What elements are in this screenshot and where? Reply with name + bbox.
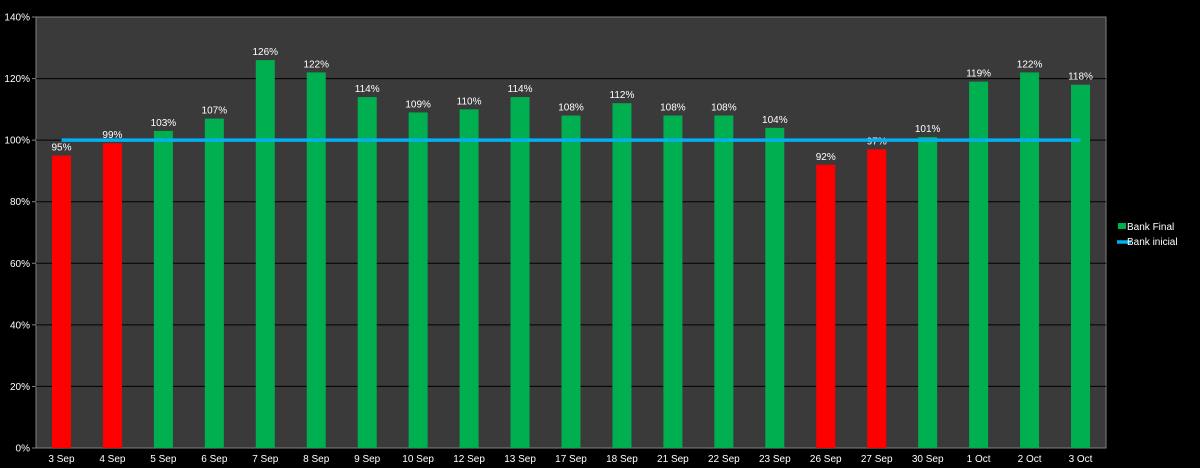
bar	[102, 143, 122, 448]
x-tick-label: 12 Sep	[453, 454, 485, 465]
bars	[51, 60, 1091, 449]
x-tick-label: 21 Sep	[657, 454, 689, 465]
data-label: 114%	[508, 84, 533, 95]
data-label: 99%	[102, 130, 122, 141]
bar	[459, 109, 479, 448]
x-tick-label: 1 Oct	[967, 454, 991, 465]
x-tick-label: 23 Sep	[759, 454, 791, 465]
data-label: 126%	[252, 47, 278, 58]
bar	[1020, 72, 1040, 449]
y-tick-label: 100%	[4, 136, 30, 147]
bar	[561, 115, 581, 448]
legend-label-bank-final: Bank Final	[1127, 222, 1174, 233]
x-axis: 3 Sep 4 Sep 5 Sep 6 Sep 7 Sep 8 Sep 9 Sep 10 Se…	[48, 454, 1092, 465]
legend: Bank Final Bank inicial	[1117, 222, 1178, 248]
data-label: 108%	[558, 103, 584, 114]
y-tick-label: 140%	[4, 13, 30, 24]
data-label: 103%	[151, 118, 177, 129]
bar	[765, 127, 785, 448]
x-tick-label: 10 Sep	[402, 454, 434, 465]
data-label: 114%	[355, 84, 380, 95]
legend-swatch-bank-final	[1118, 223, 1126, 229]
bar	[153, 130, 173, 448]
x-tick-label: 3 Oct	[1069, 454, 1093, 465]
data-label: 101%	[915, 124, 941, 135]
x-tick-label: 18 Sep	[606, 454, 638, 465]
bar	[816, 164, 836, 448]
bar	[357, 97, 377, 449]
data-label: 108%	[711, 103, 737, 114]
data-label: 110%	[457, 96, 482, 107]
data-labels: 95% 99% 103% 107% 126% 122% 114% 109% 110% 114% 10…	[51, 47, 1093, 163]
bar	[1071, 84, 1091, 448]
x-tick-label: 17 Sep	[555, 454, 587, 465]
x-tick-label: 2 Oct	[1018, 454, 1042, 465]
bar	[918, 137, 938, 449]
data-label: 122%	[1017, 59, 1043, 70]
y-tick-label: 80%	[10, 197, 30, 208]
legend-label-bank-inicial: Bank inicial	[1127, 237, 1178, 248]
x-tick-label: 6 Sep	[201, 454, 228, 465]
y-axis: 0% 20% 40% 60% 80% 100% 120% 140%	[4, 13, 36, 455]
data-label: 108%	[660, 103, 686, 114]
y-tick-label: 0%	[16, 444, 31, 455]
bar	[408, 112, 428, 448]
y-tick-label: 20%	[10, 382, 30, 393]
x-tick-label: 13 Sep	[504, 454, 536, 465]
x-tick-label: 3 Sep	[48, 454, 75, 465]
data-label: 118%	[1068, 72, 1093, 83]
data-label: 107%	[202, 106, 228, 117]
bar	[510, 97, 530, 449]
data-label: 119%	[966, 69, 991, 80]
bar	[51, 155, 71, 449]
data-label: 92%	[816, 152, 836, 163]
data-label: 104%	[762, 115, 788, 126]
y-tick-label: 40%	[10, 320, 30, 331]
data-label: 122%	[303, 59, 329, 70]
bar	[204, 118, 224, 448]
x-tick-label: 22 Sep	[708, 454, 740, 465]
x-tick-label: 7 Sep	[252, 454, 279, 465]
bar	[867, 149, 887, 448]
x-tick-label: 5 Sep	[150, 454, 177, 465]
x-tick-label: 26 Sep	[810, 454, 842, 465]
y-tick-label: 60%	[10, 259, 30, 270]
x-tick-label: 4 Sep	[99, 454, 126, 465]
y-tick-label: 120%	[4, 74, 30, 85]
bar	[255, 60, 275, 448]
data-label: 112%	[610, 90, 635, 101]
bar	[306, 72, 326, 449]
bar	[969, 81, 989, 449]
bar	[663, 115, 683, 448]
data-label: 95%	[51, 143, 71, 154]
bar	[714, 115, 734, 448]
x-tick-label: 9 Sep	[354, 454, 381, 465]
data-label: 109%	[405, 99, 431, 110]
x-tick-label: 30 Sep	[912, 454, 944, 465]
x-tick-label: 8 Sep	[303, 454, 330, 465]
x-tick-label: 27 Sep	[861, 454, 893, 465]
bar	[612, 103, 632, 448]
